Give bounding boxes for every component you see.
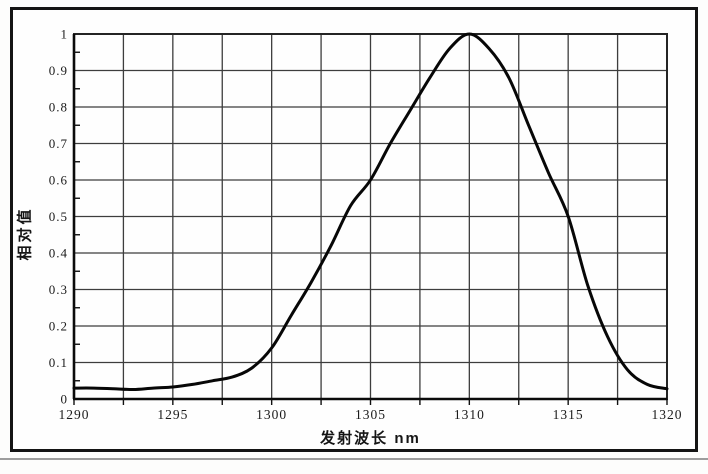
x-tick-label: 1305	[355, 407, 386, 422]
y-tick-label: 0.8	[49, 100, 68, 115]
x-tick-label: 1300	[256, 407, 287, 422]
x-tick-label: 1290	[59, 407, 90, 422]
y-tick-label: 0.3	[49, 282, 68, 297]
y-tick-label: 0.9	[49, 63, 68, 78]
y-tick-label: 0.4	[49, 246, 68, 261]
chart-frame	[10, 7, 698, 452]
x-tick-label: 1310	[454, 407, 485, 422]
y-tick-label: 1	[61, 27, 69, 42]
y-tick-label: 0.7	[49, 136, 68, 151]
x-tick-label: 1315	[553, 407, 584, 422]
y-tick-label: 0.1	[49, 355, 68, 370]
x-tick-label: 1320	[652, 407, 683, 422]
x-axis-title: 发射波长 nm	[320, 430, 421, 447]
y-tick-label: 0.6	[49, 173, 68, 188]
x-tick-label: 1295	[157, 407, 188, 422]
scan-divider-line	[0, 458, 708, 460]
y-tick-label: 0.2	[49, 319, 68, 334]
y-tick-label: 0.5	[49, 209, 68, 224]
spectrum-curve	[72, 32, 669, 392]
y-tick-label: 0	[61, 392, 69, 407]
y-axis-title: 相对值	[16, 206, 34, 261]
